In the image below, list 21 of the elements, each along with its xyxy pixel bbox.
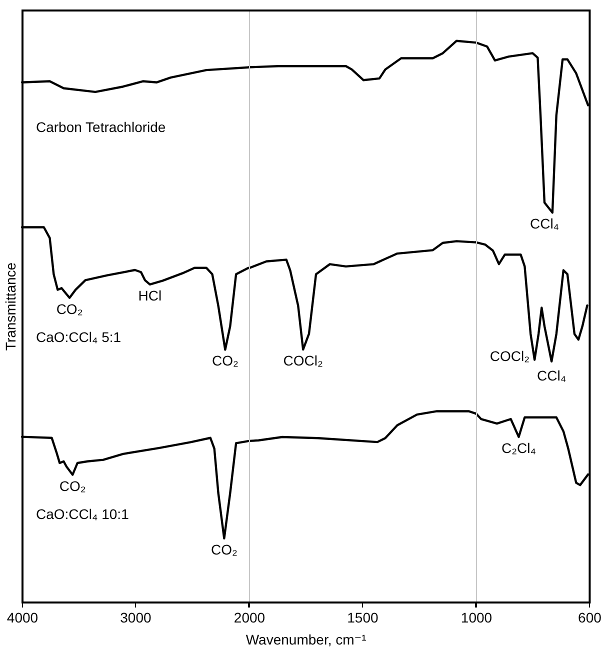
annotation: COCl₂ [490,348,530,364]
text: CaO:CCl₄ 5:1 [36,328,122,345]
annotation: CO₂ [59,478,86,494]
annotation: CO₂ [210,541,238,558]
annotation: CCl₄ [537,367,566,384]
annotation: COCl₂ [283,352,323,368]
annotation: CO₂ [56,300,83,317]
x-axis-title: Wavenumber, cm⁻¹ [246,632,367,648]
y-axis-title: Transmittance [2,262,18,351]
x-tick-label: 1000 [460,610,492,626]
x-tick-label: 600 [578,610,602,626]
annotation: HCl [138,287,162,304]
text: CaO:CCl₄ 10:1 [36,506,130,522]
text: Carbon Tetrachloride [36,119,166,136]
annotation: CO₂ [212,352,238,369]
x-tick-label: 2000 [234,610,266,626]
annotation: C₂Cl₄ [501,440,536,456]
annotation: CCl₄ [530,216,560,232]
x-tick-label: 1500 [347,610,378,626]
x-tick-label: 3000 [120,610,152,626]
x-tick-label: 4000 [6,610,38,626]
